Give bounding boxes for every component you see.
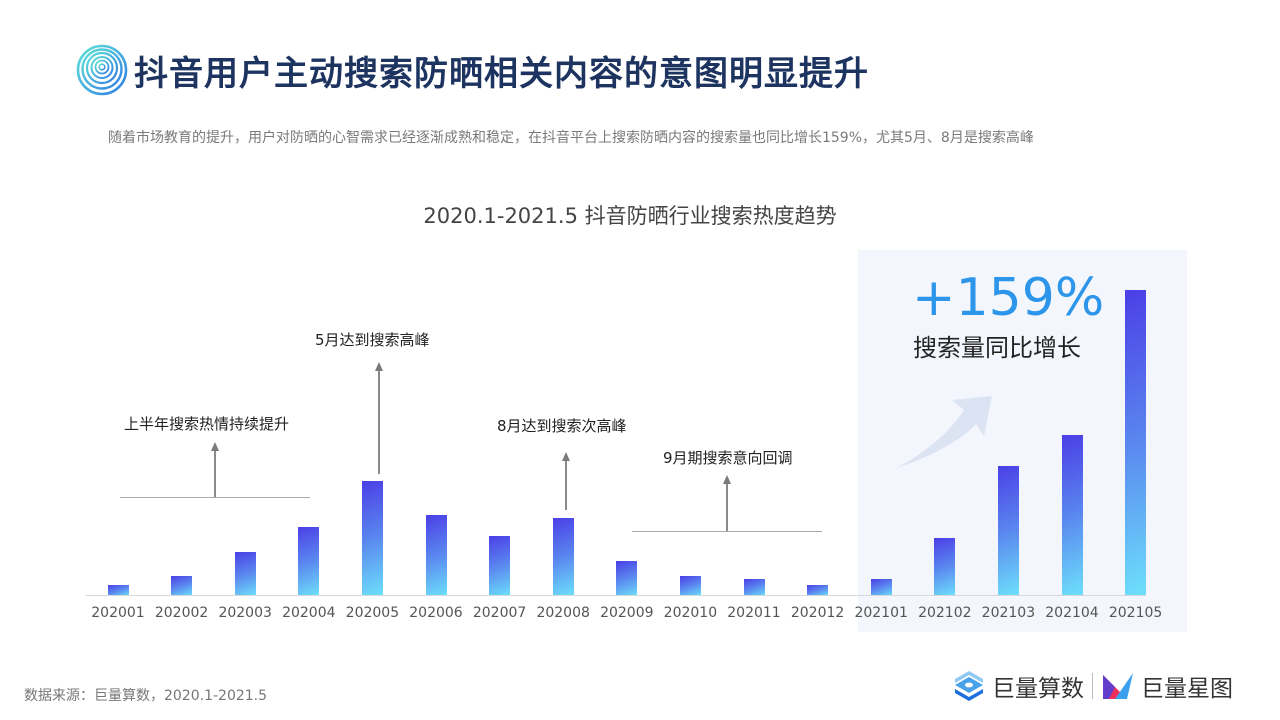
x-tick-label: 202003 bbox=[218, 605, 272, 621]
x-tick-label: 202007 bbox=[472, 605, 527, 621]
bar-202005 bbox=[361, 481, 383, 596]
brand-name-xingtu: 巨量星图 bbox=[1141, 676, 1233, 702]
bar-slot bbox=[86, 250, 150, 596]
bar-202011 bbox=[743, 579, 765, 596]
annotation-may-peak: 5月达到搜索高峰 bbox=[315, 331, 430, 349]
x-tick-label: 202011 bbox=[727, 605, 781, 621]
bar-202101 bbox=[870, 579, 892, 596]
bar-slot bbox=[531, 250, 595, 596]
annotation-bracket-h1 bbox=[120, 497, 310, 498]
bar-slot bbox=[404, 250, 468, 596]
bar-202006 bbox=[425, 514, 447, 596]
annotation-arrow-aug bbox=[565, 460, 567, 510]
x-axis-labels: 202001 202002 202003 202004 202005 202006 2020… bbox=[86, 605, 1182, 625]
curved-up-arrow-icon bbox=[896, 396, 992, 468]
bar-slot bbox=[213, 250, 277, 596]
juliang-suanshu-logo-icon bbox=[955, 671, 983, 701]
annotation-bracket-sep bbox=[632, 531, 822, 532]
bar-slot bbox=[1104, 250, 1168, 596]
bar-slot bbox=[658, 250, 722, 596]
bar-202007 bbox=[489, 536, 511, 596]
bar-slot bbox=[1040, 250, 1104, 596]
annotation-arrow-sep bbox=[726, 483, 728, 531]
bar-202102 bbox=[934, 537, 956, 596]
bar-slot bbox=[976, 250, 1040, 596]
bar-slot bbox=[277, 250, 341, 596]
annotation-aug-peak: 8月达到搜索次高峰 bbox=[497, 417, 627, 435]
x-tick-label: 202004 bbox=[282, 605, 336, 621]
x-tick-label: 202005 bbox=[345, 605, 400, 621]
brand-name-suanshu: 巨量算数 bbox=[992, 676, 1084, 702]
brand-logos: 巨量算数 巨量星图 bbox=[952, 668, 1233, 704]
x-tick-label: 202012 bbox=[790, 605, 845, 621]
x-tick-label: 202102 bbox=[918, 605, 972, 621]
arrow-head-icon bbox=[375, 362, 383, 371]
bar-202012 bbox=[807, 585, 829, 596]
bar-slot bbox=[340, 250, 404, 596]
x-tick-label: 202008 bbox=[536, 605, 590, 621]
annotation-arrow-h1 bbox=[214, 450, 216, 497]
bar-slot bbox=[913, 250, 977, 596]
bar-chart-plot bbox=[86, 250, 1182, 596]
annotation-sep-pullback: 9月期搜索意向回调 bbox=[663, 449, 793, 467]
x-tick-label: 202010 bbox=[663, 605, 718, 621]
page-subtitle: 随着市场教育的提升，用户对防晒的心智需求已经逐渐成熟和稳定，在抖音平台上搜索防晒… bbox=[108, 130, 1034, 146]
bar-202004 bbox=[298, 527, 320, 596]
bar-202009 bbox=[616, 560, 638, 596]
x-tick-label: 202101 bbox=[854, 605, 908, 621]
x-tick-label: 202001 bbox=[91, 605, 145, 621]
bar-slot bbox=[849, 250, 913, 596]
bar-slot bbox=[595, 250, 659, 596]
page-title: 抖音用户主动搜索防晒相关内容的意图明显提升 bbox=[134, 53, 869, 94]
bar-202105 bbox=[1125, 290, 1147, 596]
brand-divider bbox=[1092, 673, 1093, 699]
x-tick-label: 202105 bbox=[1108, 605, 1163, 621]
bar-slot bbox=[722, 250, 786, 596]
bar-202103 bbox=[997, 465, 1019, 596]
x-tick-label: 202006 bbox=[409, 605, 463, 621]
bar-202002 bbox=[171, 576, 193, 596]
growth-label: 搜索量同比增长 bbox=[913, 334, 1081, 362]
arrow-head-icon bbox=[211, 442, 219, 451]
arrow-head-icon bbox=[723, 475, 731, 484]
x-tick-label: 202002 bbox=[154, 605, 209, 621]
x-axis-line bbox=[86, 595, 1146, 596]
bar-slot bbox=[786, 250, 850, 596]
bar-202003 bbox=[234, 551, 256, 596]
bar-slot bbox=[150, 250, 214, 596]
concentric-circles-icon bbox=[76, 44, 128, 96]
annotation-arrow-may bbox=[378, 370, 380, 474]
data-source: 数据来源：巨量算数，2020.1-2021.5 bbox=[24, 688, 268, 704]
title-row: 抖音用户主动搜索防晒相关内容的意图明显提升 bbox=[76, 42, 869, 98]
bar-slot bbox=[468, 250, 532, 596]
bar-202010 bbox=[679, 576, 701, 596]
x-tick-label: 202104 bbox=[1045, 605, 1099, 621]
x-tick-label: 202103 bbox=[981, 605, 1036, 621]
arrow-head-icon bbox=[562, 452, 570, 461]
growth-percent: +159% bbox=[912, 268, 1105, 328]
juliang-xingtu-logo-icon bbox=[1103, 673, 1133, 699]
chart-title: 2020.1-2021.5 抖音防晒行业搜索热度趋势 bbox=[423, 204, 837, 228]
bar-202104 bbox=[1061, 435, 1083, 596]
x-tick-label: 202009 bbox=[600, 605, 654, 621]
bar-202001 bbox=[107, 585, 129, 596]
bar-202008 bbox=[552, 517, 574, 596]
annotation-h1-rising: 上半年搜索热情持续提升 bbox=[124, 415, 290, 433]
